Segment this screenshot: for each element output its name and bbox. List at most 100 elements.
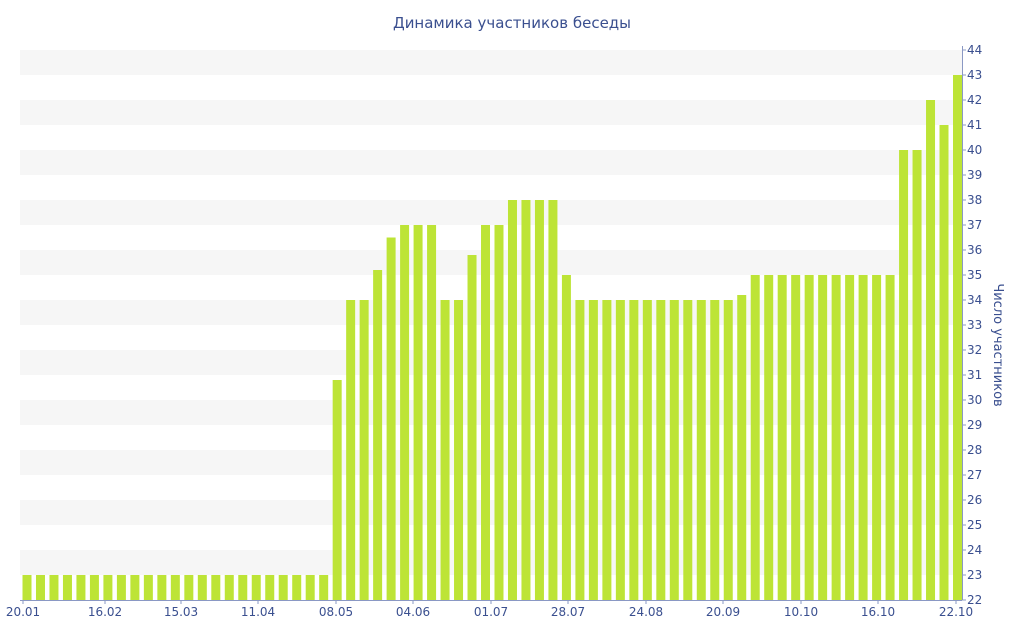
bar: [575, 300, 585, 600]
bar: [561, 275, 571, 600]
bar: [534, 200, 544, 600]
grid-band: [20, 150, 962, 175]
bar: [656, 300, 666, 600]
bar: [629, 300, 639, 600]
bar: [845, 275, 855, 600]
bar: [899, 150, 909, 600]
bar: [764, 275, 774, 600]
y-tick-label: 23: [967, 568, 982, 582]
bar: [359, 300, 369, 600]
y-tick-label: 35: [967, 268, 982, 282]
y-tick-label: 25: [967, 518, 982, 532]
y-tick-label: 29: [967, 418, 982, 432]
bar: [76, 575, 86, 600]
grid-band: [20, 200, 962, 225]
y-tick-labels: 22 23 24 25 26 27 28 29 30 31 32 33 34 35 36 37 38 39 40 41…: [967, 43, 982, 607]
x-tick-label: 24.08: [629, 605, 663, 619]
bar: [750, 275, 760, 600]
bar: [184, 575, 194, 600]
x-tick-label: 04.06: [396, 605, 430, 619]
y-tick-label: 26: [967, 493, 982, 507]
bar: [872, 275, 882, 600]
bar: [683, 300, 693, 600]
y-axis-label: Число участников: [990, 283, 1005, 406]
x-tick-label: 22.10: [939, 605, 973, 619]
bar: [197, 575, 207, 600]
chart-title: Динамика участников беседы: [393, 14, 631, 32]
bar: [953, 75, 962, 600]
bar: [413, 225, 423, 600]
bar: [143, 575, 153, 600]
y-tick-label: 24: [967, 543, 982, 557]
bar: [507, 200, 517, 600]
bar: [116, 575, 126, 600]
x-tick-label: 16.02: [88, 605, 122, 619]
bar: [22, 575, 32, 600]
bar: [170, 575, 180, 600]
grid-band: [20, 250, 962, 275]
bar: [211, 575, 221, 600]
y-tick-label: 33: [967, 318, 982, 332]
bar: [319, 575, 329, 600]
y-tick-label: 40: [967, 143, 982, 157]
bar: [791, 275, 801, 600]
y-tick-label: 41: [967, 118, 982, 132]
bar: [548, 200, 558, 600]
bar: [49, 575, 59, 600]
bar: [494, 225, 504, 600]
bar: [157, 575, 167, 600]
bar: [804, 275, 814, 600]
x-tick-label: 15.03: [164, 605, 198, 619]
bar: [251, 575, 261, 600]
bar: [292, 575, 302, 600]
bar: [777, 275, 787, 600]
y-tick-label: 30: [967, 393, 982, 407]
bar: [926, 100, 936, 600]
bar: [939, 125, 949, 600]
y-tick-label: 27: [967, 468, 982, 482]
grid-band: [20, 50, 962, 75]
bar: [386, 237, 396, 600]
bar: [602, 300, 612, 600]
bar: [912, 150, 922, 600]
bar: [615, 300, 625, 600]
x-tick-label: 20.01: [6, 605, 40, 619]
y-tick-label: 39: [967, 168, 982, 182]
bar: [521, 200, 531, 600]
x-tick-label: 01.07: [474, 605, 508, 619]
bar: [278, 575, 288, 600]
grid-band: [20, 100, 962, 125]
y-tick-label: 28: [967, 443, 982, 457]
bar: [238, 575, 248, 600]
bars-group: [22, 75, 962, 600]
x-tick-labels: 20.01 16.02 15.03 11.04 08.05 04.06 01.07 28.07…: [6, 605, 973, 619]
y-tick-label: 44: [967, 43, 982, 57]
bar: [588, 300, 598, 600]
bar: [62, 575, 72, 600]
y-tick-label: 43: [967, 68, 982, 82]
y-tick-label: 42: [967, 93, 982, 107]
bar: [642, 300, 652, 600]
y-tick-label: 34: [967, 293, 982, 307]
bar: [332, 380, 342, 600]
bar: [885, 275, 895, 600]
y-tick-label: 37: [967, 218, 982, 232]
x-tick-label: 16.10: [861, 605, 895, 619]
bar: [831, 275, 841, 600]
bar: [440, 300, 450, 600]
x-tick-label: 08.05: [319, 605, 353, 619]
y-tick-label: 32: [967, 343, 982, 357]
x-tick-label: 28.07: [551, 605, 585, 619]
bar: [696, 300, 706, 600]
bar: [103, 575, 113, 600]
bar: [481, 225, 491, 600]
x-tick-label: 11.04: [241, 605, 275, 619]
x-tick-label: 20.09: [706, 605, 740, 619]
bar: [35, 575, 45, 600]
bar: [305, 575, 315, 600]
bar: [818, 275, 828, 600]
bar: [400, 225, 410, 600]
bar: [454, 300, 464, 600]
